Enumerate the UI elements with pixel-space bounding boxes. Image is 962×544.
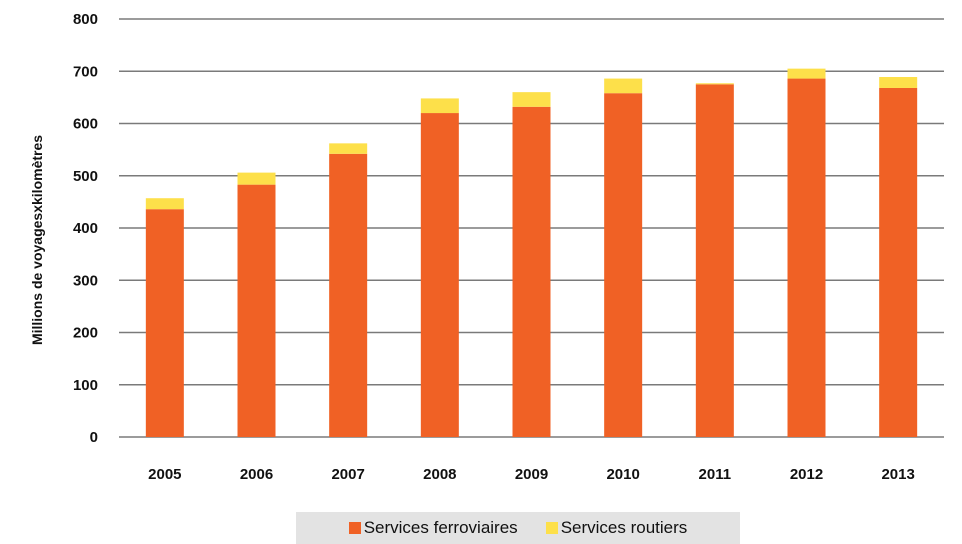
x-tick-label: 2009 xyxy=(515,466,548,483)
y-tick-label: 0 xyxy=(90,429,98,446)
bar-ferroviaires-2008 xyxy=(420,113,459,438)
x-tick-labels: 2005 2006 2007 2008 2009 2010 2011 2012 2013 xyxy=(148,466,915,483)
bar-routiers-2008 xyxy=(420,98,459,114)
bar-ferroviaires-2006 xyxy=(237,184,276,437)
y-tick-label: 700 xyxy=(73,63,98,80)
y-tick-label: 300 xyxy=(73,272,98,289)
y-tick-label: 800 xyxy=(73,11,98,28)
legend-label-routiers: Services routiers xyxy=(560,518,688,537)
legend-label-ferroviaires: Services ferroviaires xyxy=(363,518,518,537)
bar-routiers-2007 xyxy=(329,143,368,154)
x-tick-label: 2007 xyxy=(331,466,364,483)
legend-item-routiers: Services routiers xyxy=(545,518,688,538)
bar-routiers-2005 xyxy=(145,198,184,210)
bar-ferroviaires-2010 xyxy=(604,93,643,437)
bar-routiers-2011 xyxy=(695,83,734,85)
legend-swatch-ferroviaires xyxy=(348,522,361,534)
x-tick-label: 2008 xyxy=(423,466,456,483)
bar-ferroviaires-2012 xyxy=(787,78,826,437)
legend: Services ferroviaires Services routiers xyxy=(296,512,740,544)
legend-swatch-routiers xyxy=(545,522,558,534)
bar-routiers-2010 xyxy=(604,78,643,94)
legend-item-ferroviaires: Services ferroviaires xyxy=(348,518,518,538)
bar-ferroviaires-2009 xyxy=(512,106,551,437)
bar-routiers-2013 xyxy=(879,76,918,88)
y-tick-label: 100 xyxy=(73,377,98,394)
x-tick-label: 2013 xyxy=(881,466,914,483)
y-axis-title: Millions de voyagesxkilomètres xyxy=(29,135,45,345)
bar-ferroviaires-2007 xyxy=(329,153,368,437)
y-tick-label: 400 xyxy=(73,220,98,237)
bar-routiers-2006 xyxy=(237,172,276,185)
x-tick-label: 2012 xyxy=(790,466,823,483)
x-tick-label: 2005 xyxy=(148,466,181,483)
y-tick-label: 500 xyxy=(73,168,98,185)
y-tick-labels: 0 100 200 300 400 500 600 700 800 xyxy=(73,11,98,446)
bar-ferroviaires-2011 xyxy=(695,84,734,437)
bar-ferroviaires-2013 xyxy=(879,87,918,437)
x-tick-label: 2010 xyxy=(606,466,639,483)
bars xyxy=(145,68,918,438)
bar-ferroviaires-2005 xyxy=(145,209,184,437)
bar-routiers-2009 xyxy=(512,92,551,107)
y-tick-label: 600 xyxy=(73,116,98,133)
x-tick-label: 2006 xyxy=(240,466,273,483)
y-tick-label: 200 xyxy=(73,325,98,342)
x-tick-label: 2011 xyxy=(699,466,732,483)
bar-routiers-2012 xyxy=(787,68,826,79)
